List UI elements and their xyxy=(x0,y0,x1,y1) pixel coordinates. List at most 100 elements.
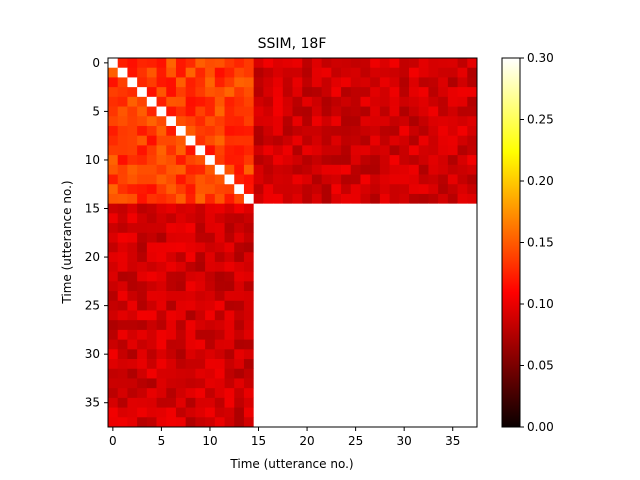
heatmap-cell xyxy=(137,232,148,243)
heatmap-cell xyxy=(399,300,410,311)
heatmap-cell xyxy=(175,242,187,253)
heatmap-cell xyxy=(195,397,206,408)
heatmap-cell xyxy=(302,106,313,117)
heatmap-cell xyxy=(418,203,429,214)
heatmap-cell xyxy=(234,329,245,340)
heatmap-cell xyxy=(146,87,157,98)
heatmap-cell xyxy=(214,232,225,243)
heatmap-cell xyxy=(311,77,323,88)
heatmap-cell xyxy=(409,271,420,282)
heatmap-cell xyxy=(108,223,119,234)
heatmap-cell xyxy=(331,106,342,117)
heatmap-cell xyxy=(263,232,274,243)
heatmap-cell xyxy=(302,310,313,321)
heatmap-cell xyxy=(438,213,449,224)
heatmap-cell xyxy=(399,281,410,292)
heatmap-cell xyxy=(370,125,381,137)
heatmap-cell xyxy=(253,96,264,107)
heatmap-cell xyxy=(292,77,303,88)
heatmap-cell xyxy=(418,291,429,302)
heatmap-cell xyxy=(137,261,148,273)
heatmap-cell xyxy=(108,349,119,360)
heatmap-cell xyxy=(360,320,371,331)
heatmap-cell xyxy=(205,378,216,389)
heatmap-cell xyxy=(127,310,138,321)
heatmap-cell xyxy=(263,349,274,360)
heatmap-cell xyxy=(166,135,177,146)
heatmap-cell xyxy=(234,300,245,311)
heatmap-cell xyxy=(389,87,400,98)
heatmap-cell xyxy=(409,116,420,127)
heatmap-cell xyxy=(156,155,167,166)
heatmap-cell xyxy=(205,300,216,311)
heatmap-cell xyxy=(341,397,352,408)
heatmap-cell xyxy=(243,145,255,156)
heatmap-cell xyxy=(341,310,352,321)
y-tick-label: 0 xyxy=(92,56,100,70)
heatmap-cell xyxy=(117,291,128,302)
heatmap-cell xyxy=(311,388,323,399)
heatmap-cell xyxy=(302,135,313,146)
heatmap-cell xyxy=(350,271,361,282)
heatmap-cell xyxy=(467,232,478,243)
heatmap-cell xyxy=(311,242,323,253)
heatmap-cell xyxy=(418,329,429,340)
heatmap-cell xyxy=(224,58,235,69)
heatmap-cell xyxy=(409,125,420,137)
heatmap-cell xyxy=(282,203,293,214)
heatmap-cell xyxy=(457,232,468,243)
heatmap-cell xyxy=(360,213,371,224)
heatmap-cell xyxy=(370,58,381,69)
heatmap-cell xyxy=(292,281,303,292)
heatmap-cell xyxy=(399,388,410,399)
heatmap-cell xyxy=(292,261,303,273)
heatmap-cell xyxy=(379,87,390,98)
heatmap-cell xyxy=(457,155,468,166)
heatmap-cell xyxy=(292,145,303,156)
heatmap-cell xyxy=(234,378,245,389)
heatmap-cell xyxy=(205,125,216,137)
heatmap-cell xyxy=(108,359,119,370)
heatmap-cell xyxy=(263,145,274,156)
heatmap-cell xyxy=(350,87,361,98)
heatmap-cell xyxy=(399,96,410,107)
heatmap-cell xyxy=(214,67,225,78)
heatmap-cell xyxy=(447,77,458,88)
heatmap-cell xyxy=(205,310,216,321)
heatmap-cell xyxy=(253,397,264,408)
heatmap-cell xyxy=(214,213,225,224)
heatmap-cell xyxy=(292,135,303,146)
heatmap-cell xyxy=(127,281,138,292)
heatmap-cell xyxy=(214,407,225,418)
heatmap-cell xyxy=(360,232,371,243)
heatmap-cell xyxy=(253,291,264,302)
heatmap-cell xyxy=(379,232,390,243)
heatmap-cell xyxy=(175,310,187,321)
heatmap-cell xyxy=(302,242,313,253)
heatmap-cell xyxy=(253,213,264,224)
heatmap-cell xyxy=(360,261,371,273)
heatmap-cell xyxy=(467,155,478,166)
heatmap-cell xyxy=(224,213,235,224)
heatmap-cell xyxy=(438,252,449,263)
heatmap-cell xyxy=(195,174,206,185)
heatmap-cell xyxy=(302,193,313,205)
heatmap-cell xyxy=(253,125,264,137)
heatmap-cell xyxy=(156,213,167,224)
heatmap-cell xyxy=(311,271,323,282)
heatmap-cell xyxy=(379,252,390,263)
heatmap-cell xyxy=(447,116,458,127)
heatmap-cell xyxy=(370,135,381,146)
heatmap-cell xyxy=(399,242,410,253)
heatmap-cell xyxy=(457,291,468,302)
heatmap-cell xyxy=(447,145,458,156)
heatmap-cell xyxy=(108,388,119,399)
heatmap-cell xyxy=(117,329,128,340)
heatmap-cell xyxy=(447,252,458,263)
heatmap-cell xyxy=(292,417,303,428)
heatmap-cell xyxy=(438,407,449,418)
heatmap-cell xyxy=(292,329,303,340)
heatmap-cell xyxy=(292,310,303,321)
heatmap-cell xyxy=(243,77,255,88)
heatmap-cell xyxy=(418,87,429,98)
